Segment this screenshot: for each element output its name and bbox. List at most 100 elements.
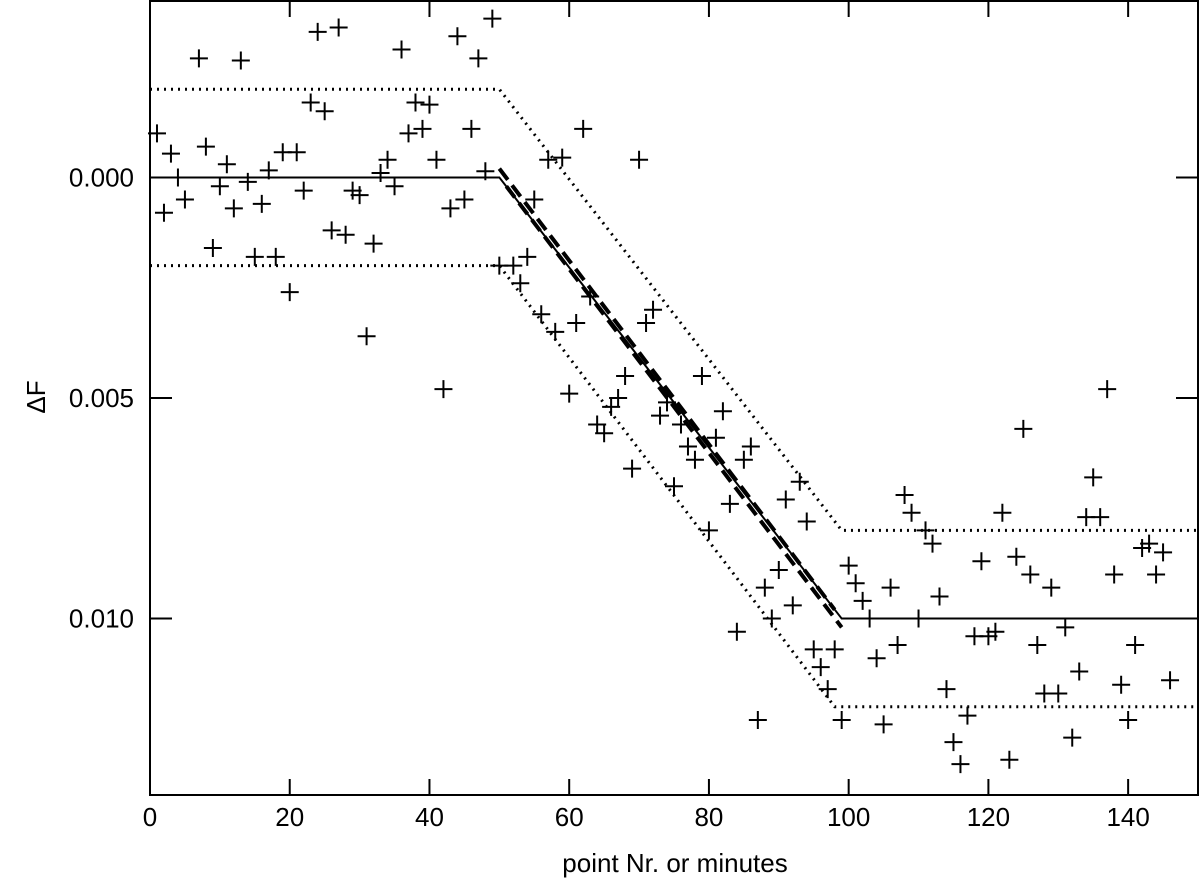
data-point [217, 155, 236, 174]
data-point [1140, 534, 1159, 553]
data-point [818, 680, 837, 699]
data-point [902, 503, 921, 522]
data-point [874, 715, 893, 734]
data-point [1091, 508, 1110, 527]
data-point [727, 622, 746, 641]
data-point [1070, 662, 1089, 681]
data-point [623, 459, 642, 478]
data-point [797, 512, 816, 531]
data-point [658, 393, 677, 412]
data-point [692, 366, 711, 385]
plot-frame [149, 0, 1199, 796]
data-point [224, 199, 243, 218]
data-point [427, 150, 446, 169]
data-point [266, 247, 285, 266]
data-point [839, 556, 858, 575]
data-point [567, 314, 586, 333]
data-point [560, 384, 579, 403]
y-tick-label: 0.000 [69, 162, 134, 192]
data-point [1119, 711, 1138, 730]
model-line [150, 264, 1198, 709]
data-point [371, 164, 390, 183]
data-point [1063, 728, 1082, 747]
data-point [888, 636, 907, 655]
data-point [1112, 675, 1131, 694]
data-point [385, 177, 404, 196]
data-point [1049, 684, 1068, 703]
data-point [378, 150, 397, 169]
x-tick-label: 100 [827, 802, 870, 832]
data-point [357, 327, 376, 346]
y-axis-label: ΔF [21, 380, 51, 413]
data-point [776, 490, 795, 509]
data-point [944, 733, 963, 752]
model-line [150, 87, 1198, 532]
data-point [525, 190, 544, 209]
data-point [469, 49, 488, 68]
data-point [287, 143, 306, 162]
data-point [832, 711, 851, 730]
data-point [665, 477, 683, 496]
data-point [678, 437, 697, 456]
y-tick-label: 0.010 [69, 604, 134, 634]
data-point [993, 503, 1012, 522]
data-point [1084, 468, 1103, 487]
data-point [1000, 750, 1019, 769]
data-point [238, 172, 257, 191]
data-point [734, 450, 753, 469]
data-point [294, 181, 313, 200]
data-point [958, 706, 977, 725]
data-point [364, 234, 383, 253]
data-point [231, 51, 250, 70]
data-point [476, 162, 495, 181]
data-point [441, 199, 460, 218]
data-point [609, 389, 628, 407]
data-point [951, 755, 970, 774]
data-point [483, 9, 502, 28]
data-point [406, 93, 425, 112]
data-point [846, 574, 865, 593]
data-point [161, 144, 180, 163]
data-point [909, 609, 928, 628]
data-point [986, 622, 1005, 641]
data-point [245, 247, 264, 266]
y-tick-label: 0.005 [69, 383, 134, 413]
data-point [154, 203, 173, 222]
data-point [210, 177, 229, 196]
data-point [972, 552, 991, 571]
data-point [671, 415, 690, 434]
data-point [350, 186, 369, 205]
x-tick-label: 80 [694, 802, 723, 832]
data-point [392, 40, 411, 59]
data-point [280, 283, 299, 302]
data-point [916, 521, 935, 540]
data-point [1147, 565, 1166, 584]
data-point [511, 274, 530, 293]
data-point [553, 148, 572, 167]
data-point [930, 587, 949, 606]
data-point [1042, 578, 1061, 597]
data-point [720, 494, 739, 513]
data-point [301, 93, 320, 112]
data-point [853, 591, 872, 610]
data-point [783, 596, 802, 615]
data-point [147, 124, 166, 143]
data-point [748, 711, 767, 730]
data-point [539, 150, 558, 169]
data-point [434, 380, 453, 399]
data-point [651, 406, 670, 425]
data-point [811, 658, 830, 677]
data-point [867, 649, 886, 668]
model-line [504, 185, 844, 629]
data-point [175, 190, 194, 209]
data-point [308, 22, 327, 41]
data-point [1028, 636, 1047, 655]
data-point [1056, 618, 1075, 637]
data-point [1154, 543, 1173, 562]
data-point [168, 168, 187, 187]
data-point [881, 578, 900, 597]
data-point [532, 305, 551, 324]
data-point [630, 150, 649, 169]
data-point [790, 472, 809, 491]
